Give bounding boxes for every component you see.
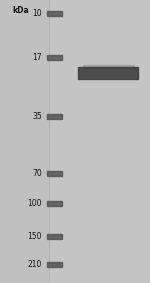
- Text: 35: 35: [32, 112, 42, 121]
- Text: 17: 17: [32, 53, 42, 62]
- Text: 150: 150: [27, 232, 42, 241]
- Bar: [50, 0, 150, 283]
- Bar: [78, 67, 138, 79]
- Bar: [46, 234, 62, 239]
- Text: 210: 210: [28, 260, 42, 269]
- Bar: [82, 65, 134, 68]
- Bar: [46, 11, 62, 16]
- Bar: [46, 201, 62, 206]
- Bar: [46, 171, 62, 176]
- Bar: [46, 55, 62, 60]
- Text: kDa: kDa: [13, 6, 29, 15]
- Text: 70: 70: [32, 169, 42, 178]
- Bar: [46, 262, 62, 267]
- Text: 10: 10: [32, 9, 42, 18]
- Bar: [46, 114, 62, 119]
- Text: 100: 100: [27, 199, 42, 208]
